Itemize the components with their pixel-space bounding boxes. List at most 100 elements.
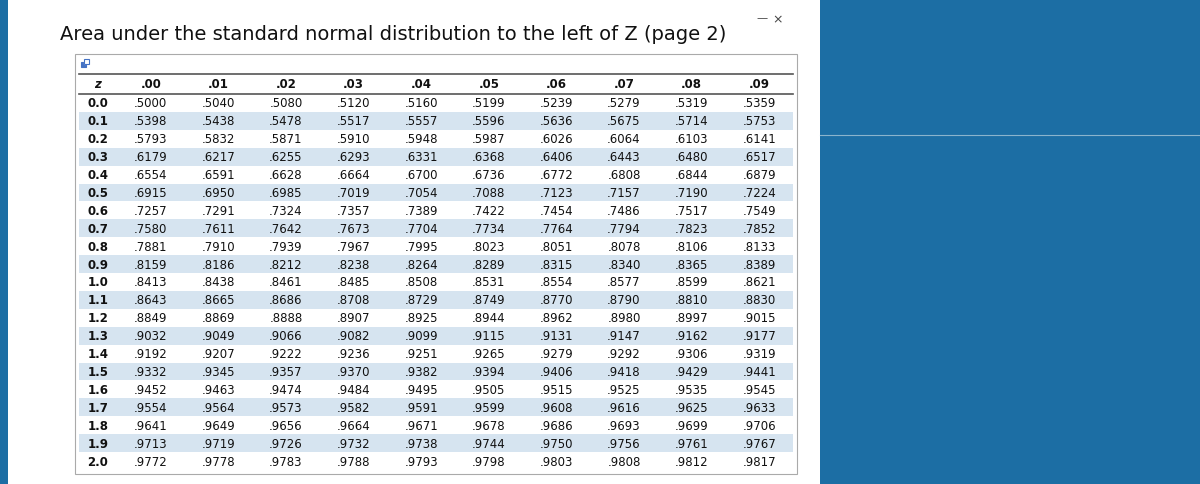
- Text: .6736: .6736: [472, 169, 505, 182]
- Text: .9633: .9633: [743, 401, 776, 414]
- Text: .9545: .9545: [743, 383, 776, 396]
- Text: .9082: .9082: [337, 330, 371, 343]
- Text: .6985: .6985: [269, 187, 302, 199]
- Text: .7357: .7357: [337, 204, 371, 217]
- Text: .9649: .9649: [202, 419, 235, 432]
- Text: .7823: .7823: [674, 222, 708, 235]
- Text: .9788: .9788: [337, 454, 371, 468]
- Bar: [79, 149, 793, 166]
- Text: 0.7: 0.7: [88, 222, 108, 235]
- Text: .9803: .9803: [540, 454, 574, 468]
- Text: .9452: .9452: [134, 383, 168, 396]
- Text: .6217: .6217: [202, 151, 235, 164]
- Text: .7995: .7995: [404, 240, 438, 253]
- Bar: [79, 398, 793, 416]
- Text: .9515: .9515: [540, 383, 574, 396]
- Text: 1.4: 1.4: [88, 348, 108, 361]
- Text: .5871: .5871: [269, 133, 302, 146]
- Text: .9345: .9345: [202, 365, 235, 378]
- Text: .9535: .9535: [674, 383, 708, 396]
- Text: 1.0: 1.0: [88, 276, 108, 289]
- Text: .7580: .7580: [134, 222, 168, 235]
- Text: .7910: .7910: [202, 240, 235, 253]
- Text: .5517: .5517: [337, 115, 371, 128]
- Text: .7704: .7704: [404, 222, 438, 235]
- Text: .9279: .9279: [540, 348, 574, 361]
- Text: 0.6: 0.6: [88, 204, 108, 217]
- Bar: [82, 63, 86, 68]
- Text: —: —: [756, 13, 768, 23]
- Text: .5199: .5199: [472, 97, 505, 110]
- Text: .7257: .7257: [134, 204, 168, 217]
- Text: .8438: .8438: [202, 276, 235, 289]
- Text: .9767: .9767: [743, 437, 776, 450]
- Text: .7454: .7454: [540, 204, 574, 217]
- Text: .8051: .8051: [540, 240, 574, 253]
- Text: .8869: .8869: [202, 312, 235, 325]
- Text: .6331: .6331: [404, 151, 438, 164]
- Text: .6443: .6443: [607, 151, 641, 164]
- Text: .9554: .9554: [134, 401, 168, 414]
- Text: .6844: .6844: [674, 169, 708, 182]
- Text: .7324: .7324: [269, 204, 302, 217]
- Text: .7422: .7422: [472, 204, 505, 217]
- Text: .7291: .7291: [202, 204, 235, 217]
- Text: .9706: .9706: [743, 419, 776, 432]
- Text: .5832: .5832: [202, 133, 235, 146]
- Text: .6628: .6628: [269, 169, 302, 182]
- Bar: [820, 0, 1200, 484]
- Text: 1.5: 1.5: [88, 365, 108, 378]
- Text: .9049: .9049: [202, 330, 235, 343]
- Text: .8554: .8554: [540, 276, 574, 289]
- Text: .8289: .8289: [472, 258, 505, 271]
- Text: .9678: .9678: [472, 419, 505, 432]
- Bar: [84, 60, 89, 65]
- Text: .6026: .6026: [540, 133, 574, 146]
- Text: .8925: .8925: [404, 312, 438, 325]
- Bar: [79, 363, 793, 381]
- Text: .9812: .9812: [674, 454, 708, 468]
- Text: .8238: .8238: [337, 258, 371, 271]
- Text: .9713: .9713: [134, 437, 168, 450]
- Text: .9573: .9573: [269, 401, 302, 414]
- Text: .03: .03: [343, 78, 364, 91]
- Text: Area under the standard normal distribution to the left of Z (page 2): Area under the standard normal distribut…: [60, 25, 726, 44]
- Text: .05: .05: [479, 78, 499, 91]
- Text: .9147: .9147: [607, 330, 641, 343]
- Text: 2.0: 2.0: [88, 454, 108, 468]
- Text: 0.0: 0.0: [88, 97, 108, 110]
- Text: .5557: .5557: [404, 115, 438, 128]
- Text: .04: .04: [410, 78, 432, 91]
- Text: .5987: .5987: [472, 133, 505, 146]
- Text: .8186: .8186: [202, 258, 235, 271]
- Text: .06: .06: [546, 78, 566, 91]
- Text: .8159: .8159: [134, 258, 168, 271]
- Text: .9319: .9319: [743, 348, 776, 361]
- Text: .8133: .8133: [743, 240, 776, 253]
- Text: .6368: .6368: [472, 151, 505, 164]
- Text: .9693: .9693: [607, 419, 641, 432]
- Text: .7881: .7881: [134, 240, 168, 253]
- Text: .7967: .7967: [337, 240, 371, 253]
- Text: .9726: .9726: [269, 437, 302, 450]
- Text: 1.9: 1.9: [88, 437, 108, 450]
- Text: .9306: .9306: [674, 348, 708, 361]
- Text: .5714: .5714: [674, 115, 708, 128]
- Text: .6255: .6255: [269, 151, 302, 164]
- Text: .9177: .9177: [743, 330, 776, 343]
- Text: .9370: .9370: [337, 365, 371, 378]
- Text: .9032: .9032: [134, 330, 168, 343]
- Text: .5279: .5279: [607, 97, 641, 110]
- Text: .7054: .7054: [404, 187, 438, 199]
- Text: .9484: .9484: [337, 383, 371, 396]
- Text: .7939: .7939: [269, 240, 302, 253]
- Text: .9756: .9756: [607, 437, 641, 450]
- Text: .9394: .9394: [472, 365, 505, 378]
- Text: .9608: .9608: [540, 401, 574, 414]
- Text: .9357: .9357: [269, 365, 302, 378]
- Text: .9099: .9099: [404, 330, 438, 343]
- Text: .9015: .9015: [743, 312, 776, 325]
- Text: .8485: .8485: [337, 276, 371, 289]
- Text: .5398: .5398: [134, 115, 168, 128]
- Text: .9772: .9772: [134, 454, 168, 468]
